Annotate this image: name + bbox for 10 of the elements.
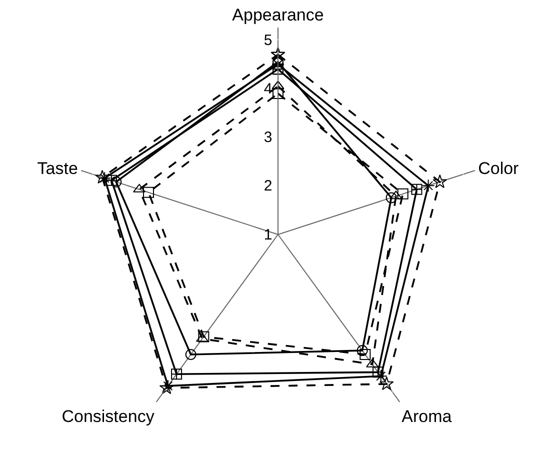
- spoke-label: Consistency: [62, 406, 155, 426]
- y-tick-label: 5: [264, 32, 272, 49]
- spoke-label: Taste: [37, 159, 78, 178]
- spoke-label: Aroma: [402, 406, 452, 426]
- y-tick-label: 3: [264, 129, 272, 146]
- y-tick-label: 4: [264, 80, 272, 98]
- y-tick-label: 2: [264, 178, 272, 195]
- y-tick-label: 1: [264, 226, 272, 244]
- spoke-label: Color: [478, 159, 520, 178]
- spoke-label: Appearance: [232, 6, 324, 25]
